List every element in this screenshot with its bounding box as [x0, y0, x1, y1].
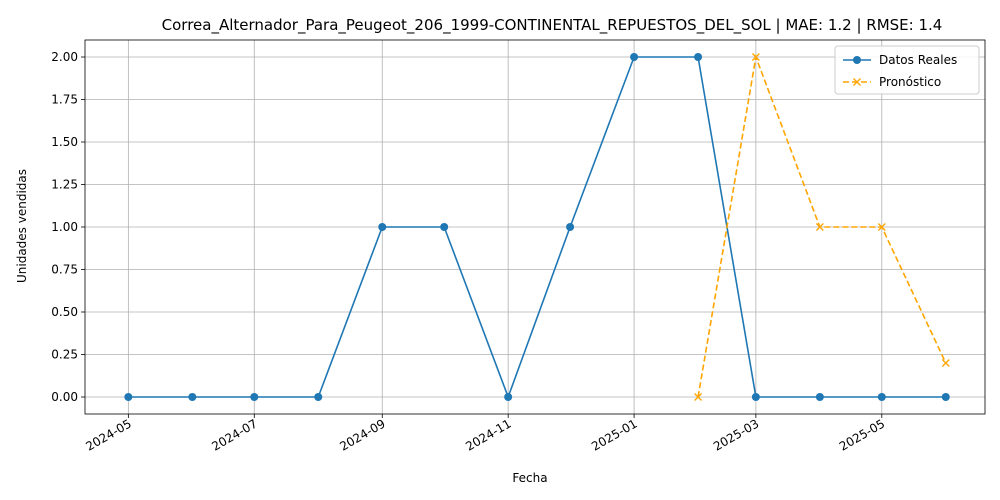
series [124, 53, 950, 401]
y-tick-label: 1.75 [51, 93, 78, 107]
actual-data-point [566, 223, 575, 231]
actual-data-point [314, 393, 323, 401]
y-tick-label: 1.50 [51, 135, 78, 149]
actual-data-point [941, 393, 950, 401]
x-axis-label: Fecha [512, 471, 547, 485]
forecast-data-point [694, 393, 703, 401]
y-tick-label: 1.25 [51, 178, 78, 192]
legend-swatch-marker-forecast [853, 78, 861, 86]
legend-swatch-marker-forecast-stroke [853, 78, 861, 86]
y-tick-label: 2.00 [51, 50, 78, 64]
legend-swatch-marker-actual [853, 56, 861, 64]
forecast-data-point-stroke [694, 393, 703, 401]
forecast-data-point [941, 359, 950, 367]
actual-data-point [440, 223, 449, 231]
y-tick-label: 0.00 [51, 390, 78, 404]
actual-data-point [815, 393, 824, 401]
forecast-data-point [877, 223, 886, 231]
forecast-data-point-stroke [941, 359, 950, 367]
forecast-data-point-stroke [815, 223, 824, 231]
actual-series-line [128, 56, 946, 400]
actual-data-point [630, 53, 639, 61]
legend-label-actual: Datos Reales [879, 53, 957, 67]
actual-data-point [751, 393, 760, 401]
y-axis-label: Unidades vendidas [15, 169, 29, 283]
forecast-data-point-stroke [877, 223, 886, 231]
y-tick-label: 1.00 [51, 220, 78, 234]
legend-label-forecast: Pronóstico [879, 75, 941, 89]
actual-data-point [124, 393, 133, 401]
actual-data-point [504, 393, 513, 401]
plot-frame [84, 39, 986, 415]
actual-data-point [877, 393, 886, 401]
forecast-data-point [815, 223, 824, 231]
y-tick-label: 0.25 [51, 348, 78, 362]
actual-data-point [250, 393, 259, 401]
y-tick-label: 0.75 [51, 263, 78, 277]
y-tick-label: 0.50 [51, 305, 78, 319]
actual-data-point [378, 223, 387, 231]
actual-data-point [694, 53, 703, 61]
chart-title: Correa_Alternador_Para_Peugeot_206_1999-… [162, 16, 943, 35]
forecast-data-point [751, 53, 760, 61]
legend: Datos Reales Pronóstico [834, 45, 980, 95]
forecast-data-point-stroke [751, 53, 760, 61]
grid [85, 40, 985, 414]
actual-data-point [188, 393, 197, 401]
